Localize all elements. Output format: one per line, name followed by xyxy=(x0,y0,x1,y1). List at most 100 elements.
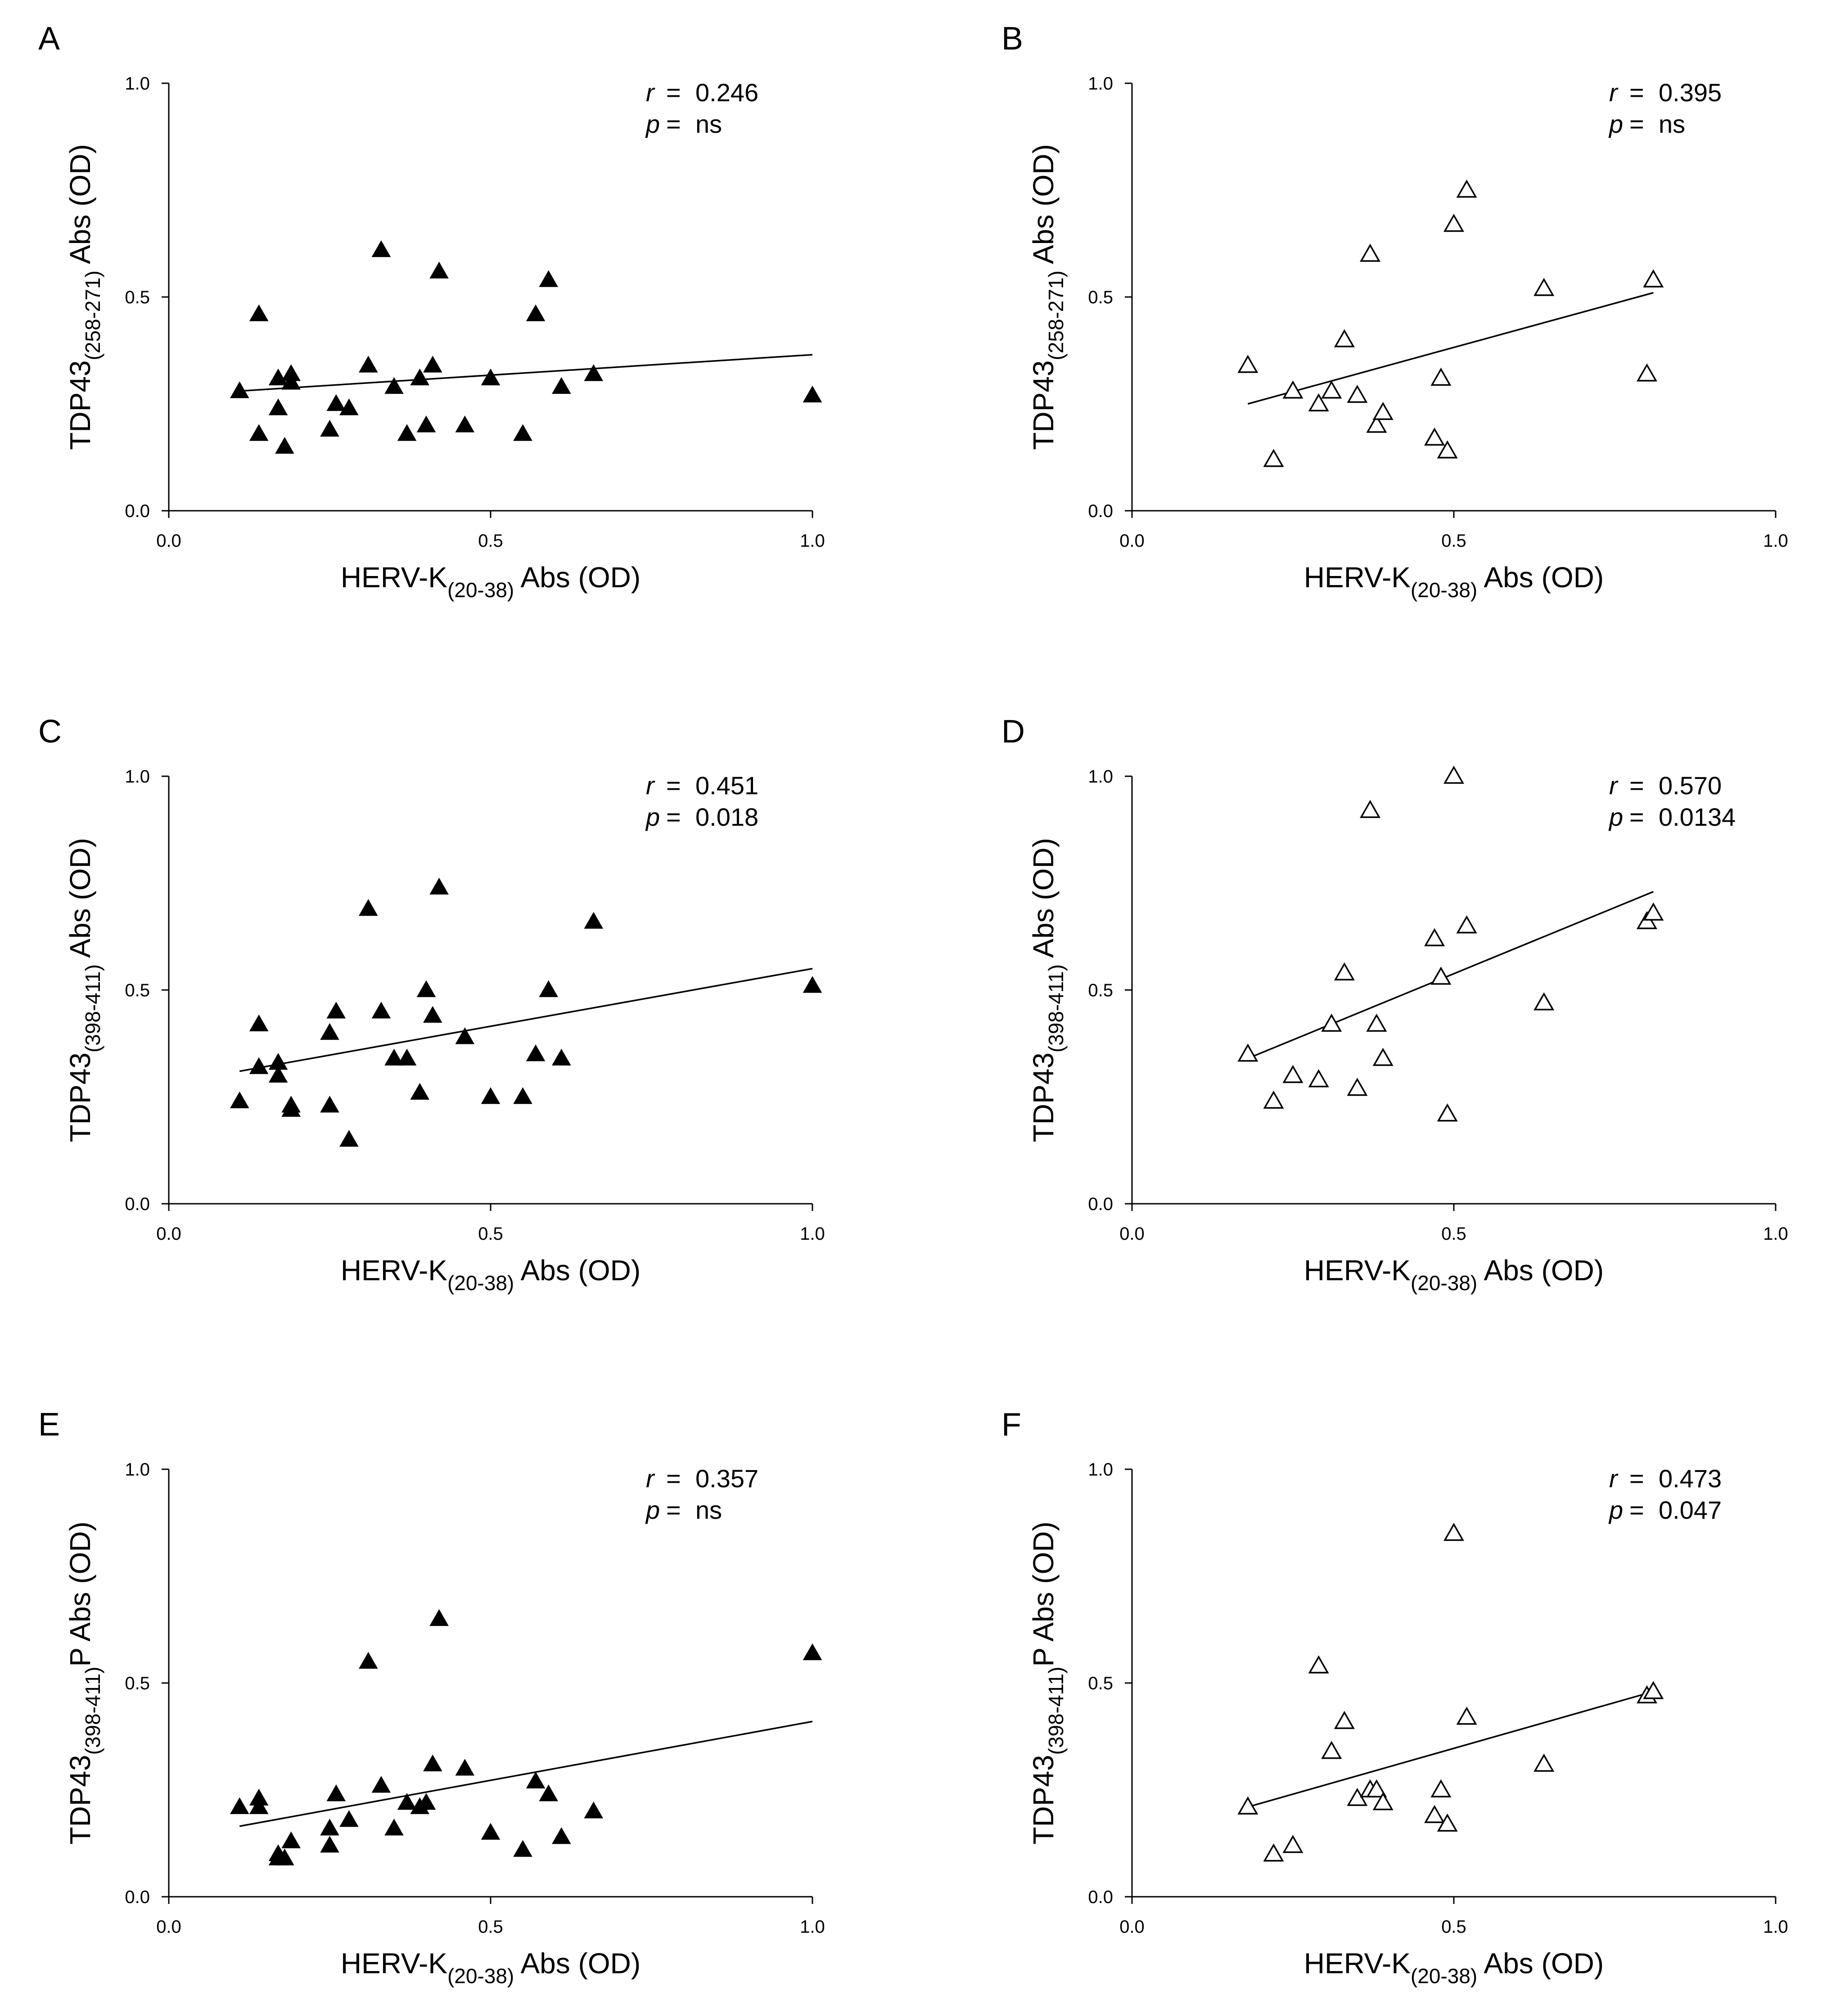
stats-annotation: r = 0.451 p = 0.018 xyxy=(645,771,758,831)
x-axis-title: HERV-K(20-38) Abs (OD) xyxy=(1304,1254,1604,1295)
data-point xyxy=(249,304,269,321)
y-axis-title: TDP43(398-411)P Abs (OD) xyxy=(64,1521,104,1845)
data-point xyxy=(339,398,359,415)
data-point xyxy=(1636,363,1658,382)
data-point xyxy=(371,1001,391,1019)
y-axis-title: TDP43(398-411) Abs (OD) xyxy=(1027,838,1068,1142)
data-point xyxy=(249,1057,269,1074)
data-point xyxy=(268,398,288,415)
data-point xyxy=(584,364,604,381)
data-point xyxy=(429,878,449,895)
stat-equals: = xyxy=(1629,771,1644,800)
data-point xyxy=(281,1831,301,1849)
data-point xyxy=(416,1793,436,1810)
data-point xyxy=(423,356,442,373)
data-point xyxy=(384,1048,404,1066)
y-tick-label: 0.0 xyxy=(125,1887,150,1907)
y-tick-label: 1.0 xyxy=(1088,1460,1113,1480)
stat-p-value: 0.018 xyxy=(695,803,758,831)
stat-equals: = xyxy=(1629,1496,1644,1524)
data-point xyxy=(320,1836,339,1853)
data-point xyxy=(1533,278,1555,296)
regression-line xyxy=(1247,292,1654,405)
stat-r-symbol: r xyxy=(1609,78,1619,107)
data-point xyxy=(275,436,294,454)
panel-e: E 0.0 0.5 1.0 0.0 0.5 1.0 HERV-K(20-38) Abs (OD… xyxy=(38,1407,825,1988)
stat-equals: = xyxy=(1629,110,1644,138)
y-tick-label: 0.0 xyxy=(1088,1194,1113,1214)
data-point xyxy=(429,261,449,279)
data-point xyxy=(1443,213,1465,232)
stat-equals: = xyxy=(1629,1464,1644,1493)
y-tick-label: 0.5 xyxy=(125,1674,150,1693)
data-point xyxy=(1533,1753,1555,1772)
data-point xyxy=(320,1023,339,1040)
data-point xyxy=(1372,401,1394,420)
data-point xyxy=(359,1652,378,1669)
data-point xyxy=(1334,1710,1355,1729)
stat-p-symbol: p xyxy=(645,803,660,831)
data-point xyxy=(1321,1013,1342,1032)
y-axis-title: TDP43(258-271) Abs (OD) xyxy=(64,144,104,450)
data-point xyxy=(1263,449,1284,467)
data-point xyxy=(1437,1103,1458,1122)
data-point xyxy=(455,1027,475,1044)
data-point xyxy=(1334,962,1355,981)
stat-p-symbol: p xyxy=(645,1496,660,1524)
data-point xyxy=(1372,1048,1394,1066)
stat-r-symbol: r xyxy=(646,1464,655,1493)
data-point xyxy=(320,1095,339,1113)
x-tick-label: 0.5 xyxy=(1441,1224,1466,1244)
stat-r-symbol: r xyxy=(1609,771,1619,800)
data-point xyxy=(539,980,558,997)
x-tick-label: 0.0 xyxy=(1119,531,1145,551)
data-point xyxy=(320,419,339,437)
data-point xyxy=(230,1091,249,1108)
x-tick-label: 1.0 xyxy=(800,1224,825,1244)
data-point xyxy=(339,1810,359,1827)
data-point xyxy=(803,1643,822,1660)
stat-equals: = xyxy=(1629,78,1644,107)
stat-p-value: 0.0134 xyxy=(1659,803,1736,831)
data-point xyxy=(1443,1522,1465,1541)
data-point xyxy=(1430,1779,1452,1798)
data-point xyxy=(397,424,417,441)
data-point xyxy=(326,394,346,411)
panel-a: A 0.0 0.5 1.0 0.0 0.5 1.0 HERV-K(20-38) Abs (OD… xyxy=(38,21,825,602)
data-point xyxy=(526,1771,546,1789)
x-axis-title: HERV-K(20-38) Abs (OD) xyxy=(341,1947,640,1988)
data-point xyxy=(1643,902,1664,921)
data-point xyxy=(281,1100,301,1117)
y-tick-label: 0.0 xyxy=(125,501,150,521)
x-tick-label: 0.5 xyxy=(1441,531,1466,551)
stat-equals: = xyxy=(666,78,681,107)
stat-p-symbol: p xyxy=(645,110,660,138)
data-point xyxy=(1643,269,1664,288)
data-point xyxy=(1263,1090,1284,1109)
panel-letter: B xyxy=(1001,21,1023,57)
y-tick-label: 0.5 xyxy=(1088,981,1113,1000)
stats-annotation: r = 0.246 p = ns xyxy=(645,78,758,138)
panel-letter: C xyxy=(38,714,62,750)
data-point xyxy=(1437,440,1458,459)
stat-r-symbol: r xyxy=(646,78,655,107)
x-tick-label: 0.5 xyxy=(478,531,503,551)
data-point xyxy=(281,373,301,390)
x-tick-label: 1.0 xyxy=(1763,531,1788,551)
data-point xyxy=(230,1797,249,1814)
data-point xyxy=(1430,367,1452,386)
data-point xyxy=(1282,1835,1303,1853)
stat-p-value: ns xyxy=(695,110,722,138)
data-point xyxy=(455,1759,475,1776)
data-point xyxy=(1643,1681,1664,1699)
data-point xyxy=(1360,243,1381,262)
stat-r-value: 0.395 xyxy=(1659,78,1722,107)
data-point xyxy=(423,1754,442,1772)
y-tick-label: 0.5 xyxy=(1088,288,1113,307)
x-tick-label: 0.0 xyxy=(156,1224,181,1244)
data-point xyxy=(1533,992,1555,1011)
y-axis-title: TDP43(258-271) Abs (OD) xyxy=(1027,144,1068,450)
stat-r-value: 0.473 xyxy=(1659,1464,1722,1493)
panel-c: C 0.0 0.5 1.0 0.0 0.5 1.0 HERV-K(20-38) Abs (OD… xyxy=(38,714,825,1295)
